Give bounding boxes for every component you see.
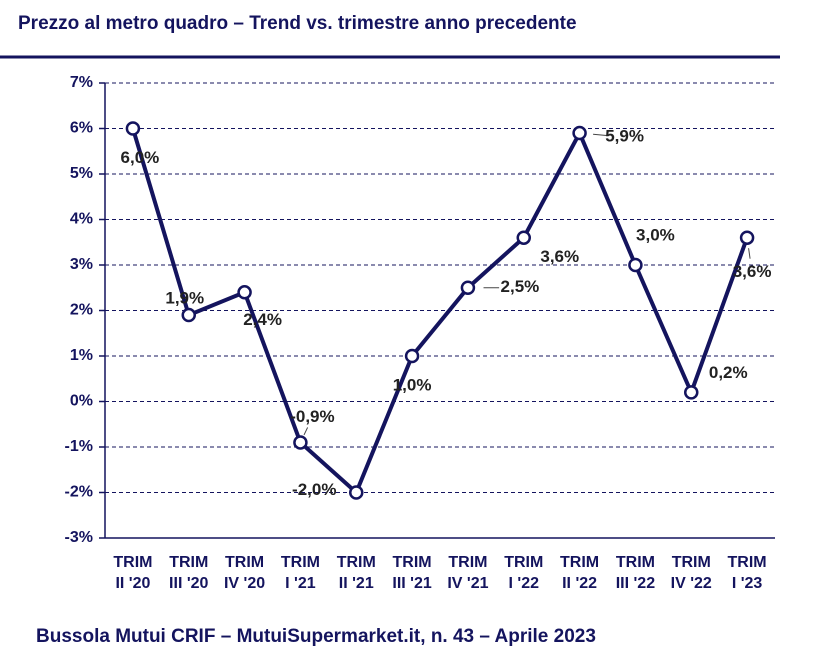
x-tick-label: IV '22	[671, 575, 712, 592]
y-tick-label: 1%	[70, 347, 93, 364]
x-tick-label: I '23	[732, 575, 763, 592]
leader-line	[593, 133, 607, 136]
data-label: 3,6%	[540, 247, 579, 266]
data-point	[125, 121, 141, 136]
leader-line	[303, 427, 309, 436]
data-label: 3,0%	[636, 225, 675, 244]
y-tick-label: -3%	[65, 529, 93, 546]
x-tick-label: II '21	[339, 575, 374, 592]
x-tick-label: TRIM	[225, 554, 264, 571]
data-label: 1,9%	[165, 289, 204, 308]
x-tick-label: TRIM	[504, 554, 543, 571]
x-tick-label: TRIM	[448, 554, 487, 571]
x-tick-label: III '22	[616, 575, 655, 592]
y-tick-label: 4%	[70, 211, 93, 228]
data-label: -2,0%	[292, 480, 336, 499]
y-tick-label: 0%	[70, 393, 93, 410]
data-point	[684, 385, 699, 400]
x-tick-label: II '20	[115, 575, 150, 592]
data-point	[739, 230, 755, 245]
y-tick-label: 7%	[70, 74, 93, 91]
x-tick-label: TRIM	[169, 554, 208, 571]
data-line	[131, 127, 749, 496]
data-point	[516, 230, 531, 245]
y-tick-label: 5%	[70, 165, 93, 182]
x-tick-label: III '20	[169, 575, 208, 592]
data-label: 2,4%	[243, 310, 282, 329]
x-tick-label: TRIM	[113, 554, 152, 571]
data-point	[404, 348, 420, 364]
y-tick-label: 6%	[70, 120, 93, 137]
data-point	[181, 307, 196, 323]
data-point	[460, 280, 476, 295]
data-label: 5,9%	[605, 127, 644, 146]
x-tick-label: I '21	[285, 575, 316, 592]
x-tick-label: TRIM	[672, 554, 711, 571]
data-label: 6,0%	[121, 148, 160, 167]
data-label: 1,0%	[393, 375, 432, 394]
data-point	[572, 125, 587, 141]
data-point	[293, 435, 308, 450]
data-label: 0,2%	[709, 363, 748, 382]
x-tick-label: TRIM	[728, 554, 767, 571]
x-tick-label: IV '21	[447, 575, 488, 592]
x-tick-label: TRIM	[337, 554, 376, 571]
y-tick-label: -2%	[65, 484, 93, 501]
data-label: 3,6%	[733, 262, 772, 281]
y-tick-label: -1%	[65, 438, 93, 455]
x-tick-label: TRIM	[281, 554, 320, 571]
x-tick-label: IV '20	[224, 575, 265, 592]
x-tick-label: III '21	[392, 575, 431, 592]
x-tick-label: I '22	[509, 575, 540, 592]
y-tick-label: 3%	[70, 256, 93, 273]
x-tick-label: TRIM	[560, 554, 599, 571]
data-point	[237, 285, 252, 300]
y-tick-label: 2%	[70, 302, 93, 319]
x-tick-label: TRIM	[393, 554, 432, 571]
x-tick-label: TRIM	[616, 554, 655, 571]
data-point	[349, 485, 364, 500]
x-tick-label: II '22	[562, 575, 597, 592]
leader-line	[748, 248, 751, 259]
data-label: 2,5%	[501, 277, 540, 296]
data-label: -0,9%	[290, 407, 334, 426]
chart-title: Prezzo al metro quadro – Trend vs. trime…	[18, 13, 577, 34]
data-point	[628, 257, 643, 273]
source-note: Bussola Mutui CRIF – MutuiSupermarket.it…	[36, 626, 596, 647]
